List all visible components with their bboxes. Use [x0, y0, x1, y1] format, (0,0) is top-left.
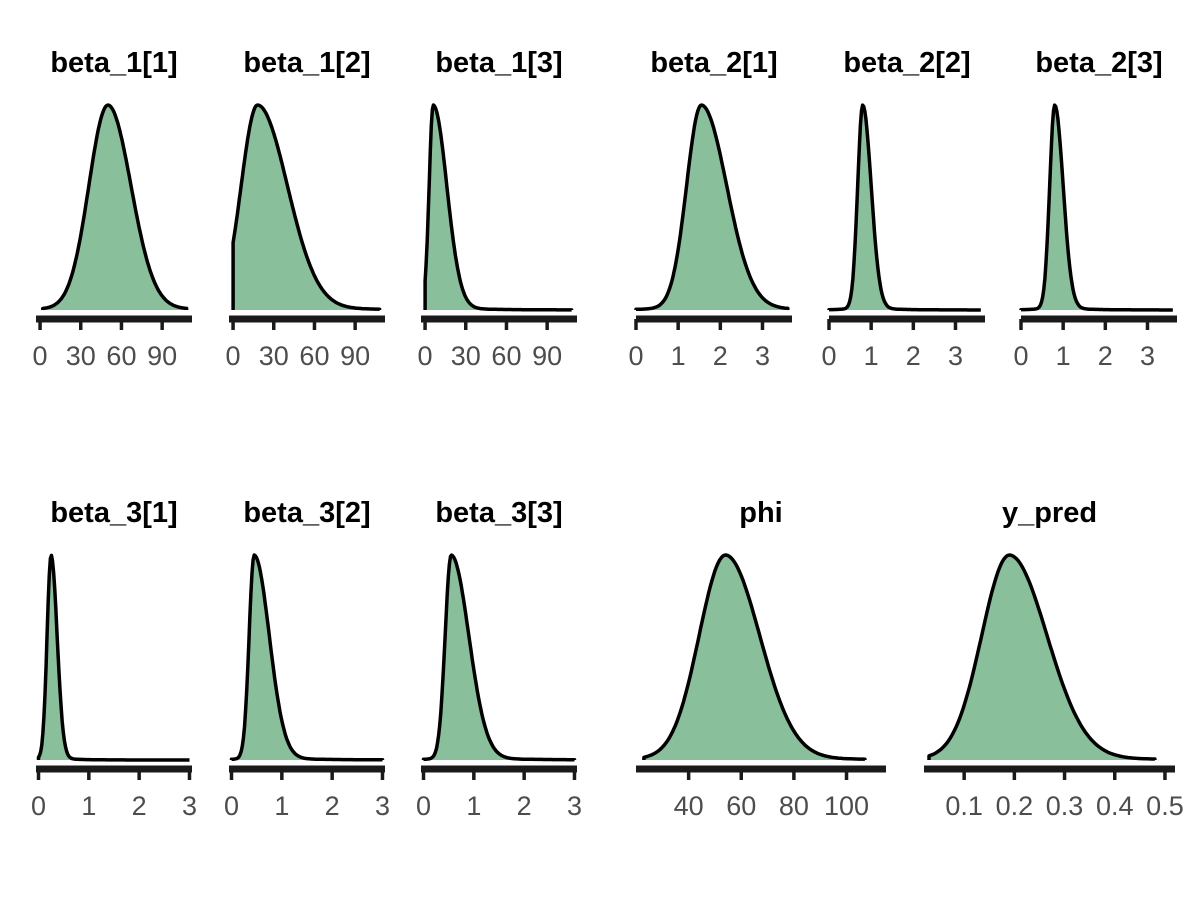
- x-tick-label: 0: [33, 341, 48, 371]
- x-tick-label: 3: [1140, 341, 1155, 371]
- x-tick-label: 100: [824, 791, 869, 821]
- x-tick-label: 0.3: [1046, 791, 1084, 821]
- facet-panel: beta_1[3] 0 30 60 90: [418, 47, 577, 371]
- facet-title: beta_1[3]: [435, 47, 562, 79]
- density-area: [634, 103, 790, 312]
- x-tick-label: 30: [259, 341, 289, 371]
- x-tick-label: 1: [1056, 341, 1071, 371]
- x-tick-label: 0: [628, 341, 643, 371]
- facet-panel: beta_2[3] 0 1 2 3: [1013, 47, 1177, 371]
- x-tick-label: 3: [755, 341, 770, 371]
- x-tick-label: 0: [821, 341, 836, 371]
- x-tick-label: 0.2: [996, 791, 1034, 821]
- x-tick-label: 2: [906, 341, 921, 371]
- facet-panel: y_pred 0.1 0.2 0.3 0.4 0.5: [924, 497, 1184, 821]
- density-area: [423, 103, 574, 312]
- facet-panel: beta_2[2] 0 1 2 3: [821, 47, 985, 371]
- x-tick-label: 0: [416, 791, 431, 821]
- x-tick-label: 90: [147, 341, 177, 371]
- facet-panel: beta_3[2] 0 1 2 3: [224, 497, 390, 821]
- x-tick-label: 90: [532, 341, 562, 371]
- facet-panel: beta_3[1] 0 1 2 3: [31, 497, 197, 821]
- facet-title: phi: [739, 497, 783, 529]
- facet-title: beta_2[1]: [650, 47, 777, 79]
- x-tick-label: 0.1: [945, 791, 983, 821]
- density-area: [827, 103, 982, 312]
- x-tick-label: 0.4: [1096, 791, 1134, 821]
- x-tick-label: 2: [1098, 341, 1113, 371]
- x-tick-label: 30: [451, 341, 481, 371]
- facet-panel: beta_1[2] 0 30 60 90: [226, 47, 385, 371]
- x-tick-label: 0: [418, 341, 433, 371]
- density-area: [36, 553, 191, 762]
- x-tick-label: 3: [567, 791, 582, 821]
- facet-title: beta_1[2]: [243, 47, 370, 79]
- x-tick-label: 1: [81, 791, 96, 821]
- x-tick-label: 40: [674, 791, 704, 821]
- x-tick-label: 1: [274, 791, 289, 821]
- x-tick-label: 0: [226, 341, 241, 371]
- x-tick-label: 2: [132, 791, 147, 821]
- x-tick-label: 2: [713, 341, 728, 371]
- x-tick-label: 90: [340, 341, 370, 371]
- facet-title: beta_3[2]: [243, 497, 370, 529]
- facet-title: beta_2[2]: [843, 47, 970, 79]
- x-tick-label: 1: [671, 341, 686, 371]
- x-tick-label: 30: [66, 341, 96, 371]
- facet-title: beta_3[1]: [50, 497, 177, 529]
- x-tick-label: 0.5: [1146, 791, 1184, 821]
- density-area: [927, 553, 1157, 761]
- facet-title: beta_3[3]: [435, 497, 562, 529]
- density-area: [1019, 103, 1174, 312]
- facet-panel: beta_3[3] 0 1 2 3: [416, 497, 582, 821]
- x-tick-label: 2: [325, 791, 340, 821]
- x-tick-label: 0: [31, 791, 46, 821]
- facet-panel: phi 40 60 80 100: [636, 497, 886, 821]
- x-tick-label: 3: [375, 791, 390, 821]
- x-tick-label: 1: [466, 791, 481, 821]
- density-area: [41, 103, 189, 311]
- x-tick-label: 0: [1013, 341, 1028, 371]
- x-tick-label: 60: [299, 341, 329, 371]
- x-tick-label: 0: [224, 791, 239, 821]
- density-area: [229, 553, 385, 762]
- facet-title: beta_1[1]: [50, 47, 177, 79]
- x-tick-label: 80: [779, 791, 809, 821]
- density-area: [642, 553, 867, 761]
- x-tick-label: 3: [182, 791, 197, 821]
- x-tick-label: 2: [517, 791, 532, 821]
- x-tick-label: 3: [948, 341, 963, 371]
- facet-panel: beta_2[1] 0 1 2 3: [628, 47, 792, 371]
- x-tick-label: 1: [864, 341, 879, 371]
- facet-title: y_pred: [1002, 497, 1097, 529]
- x-tick-label: 60: [491, 341, 521, 371]
- facet-title: beta_2[3]: [1035, 47, 1162, 79]
- density-area: [421, 553, 577, 762]
- facet-panel: beta_1[1] 0 30 60 90: [33, 47, 192, 371]
- x-tick-label: 60: [726, 791, 756, 821]
- x-tick-label: 60: [106, 341, 136, 371]
- density-area: [231, 103, 382, 311]
